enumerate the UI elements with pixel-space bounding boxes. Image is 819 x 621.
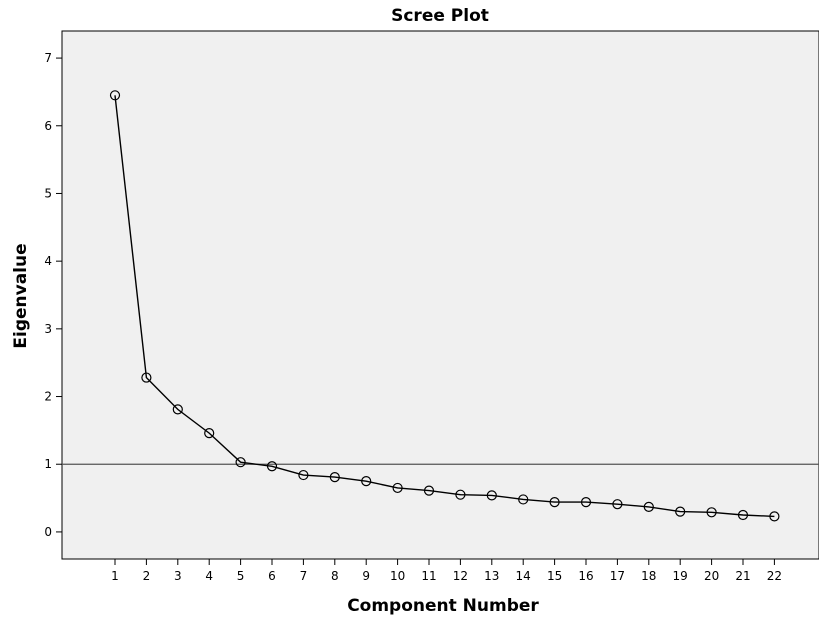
y-tick-label: 5 — [44, 186, 52, 200]
x-tick-label: 22 — [767, 569, 782, 583]
x-tick-label: 8 — [331, 569, 339, 583]
data-point — [329, 471, 340, 483]
eigenvalue-line — [114, 95, 775, 518]
x-tick-label: 5 — [237, 569, 245, 583]
x-tick-label: 18 — [641, 569, 656, 583]
chart-title: Scree Plot — [391, 6, 489, 26]
x-tick-label: 20 — [704, 569, 719, 583]
plot-area — [61, 30, 819, 560]
data-point — [612, 499, 623, 510]
data-point — [109, 90, 121, 101]
data-point — [172, 404, 183, 415]
x-tick-label: 7 — [300, 569, 308, 583]
data-point — [423, 485, 435, 496]
x-tick-label: 12 — [453, 569, 468, 583]
y-tick-label: 1 — [44, 457, 52, 471]
data-point — [298, 469, 309, 481]
x-tick-label: 9 — [362, 569, 370, 583]
data-point — [361, 476, 372, 487]
x-tick-label: 14 — [516, 569, 531, 583]
x-tick-label: 16 — [578, 569, 593, 583]
y-tick-label: 7 — [44, 51, 52, 65]
x-tick-label: 21 — [735, 569, 750, 583]
data-point — [737, 509, 749, 521]
y-tick-label: 6 — [44, 119, 52, 133]
y-tick-label: 2 — [44, 390, 52, 404]
x-tick-label: 19 — [673, 569, 688, 583]
x-axis-title: Component Number — [347, 596, 539, 616]
x-tick-label: 4 — [205, 569, 213, 583]
data-point — [549, 497, 560, 508]
y-tick-label: 0 — [44, 525, 52, 539]
data-point — [455, 489, 466, 500]
y-tick-label: 4 — [44, 254, 52, 268]
x-tick-label: 6 — [268, 569, 276, 583]
data-point — [769, 511, 780, 522]
data-point — [204, 427, 215, 439]
x-tick-label: 13 — [484, 569, 499, 583]
data-point — [675, 506, 686, 517]
data-point — [580, 497, 592, 508]
x-tick-label: 2 — [143, 569, 151, 583]
data-point — [392, 482, 403, 494]
data-point — [518, 494, 529, 505]
x-tick-label: 1 — [111, 569, 119, 583]
x-tick-label: 17 — [610, 569, 625, 583]
data-point — [643, 501, 654, 512]
data-point — [266, 461, 278, 472]
data-point — [141, 372, 152, 383]
x-tick-label: 11 — [421, 569, 436, 583]
x-tick-label: 3 — [174, 569, 182, 583]
data-point — [706, 507, 717, 518]
y-tick-label: 3 — [44, 322, 52, 336]
y-axis-title: Eigenvalue — [11, 243, 31, 348]
x-tick-label: 10 — [390, 569, 405, 583]
data-point — [235, 457, 246, 468]
x-tick-label: 15 — [547, 569, 562, 583]
data-point — [486, 490, 497, 501]
